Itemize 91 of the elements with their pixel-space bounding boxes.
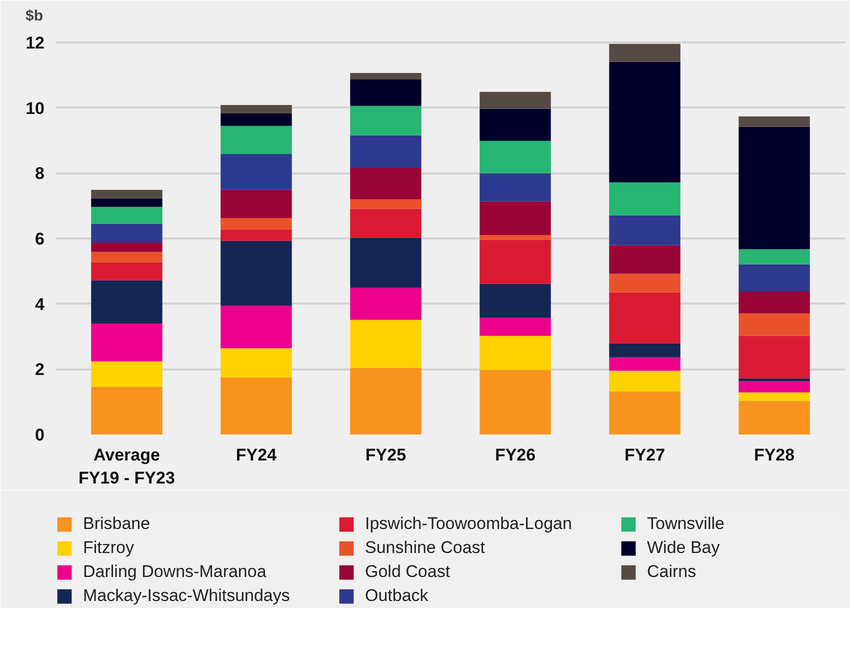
bar — [738, 336, 810, 378]
bar — [480, 108, 551, 141]
y-tick-label: 2 — [35, 360, 45, 380]
y-tick-label: 6 — [35, 230, 45, 249]
bar — [738, 400, 810, 434]
bar — [609, 182, 680, 216]
bar — [350, 135, 422, 168]
bar — [91, 323, 162, 362]
bar — [609, 44, 680, 62]
x-tick-label: FY25 — [365, 446, 406, 464]
bar — [609, 245, 680, 274]
bar — [480, 336, 551, 370]
bar — [91, 190, 162, 198]
y-tick-label: 4 — [35, 294, 46, 314]
bar — [220, 240, 292, 306]
bar — [609, 292, 680, 344]
legend-label: Gold Coast — [365, 562, 452, 582]
bar — [350, 168, 422, 200]
bar — [738, 378, 810, 382]
bar — [609, 391, 680, 434]
bar — [738, 126, 810, 250]
bar — [738, 313, 810, 336]
bar — [350, 368, 422, 434]
bar — [480, 240, 551, 284]
legend-label: Wide Bay — [647, 538, 721, 558]
bar — [220, 190, 292, 218]
bar — [91, 224, 162, 242]
bar — [350, 288, 422, 320]
bar — [480, 173, 551, 202]
bar — [738, 381, 810, 392]
y-tick-label: 12 — [26, 34, 45, 53]
bar — [609, 274, 680, 292]
bar — [91, 262, 162, 280]
x-tick-label: FY26 — [494, 446, 536, 464]
legend-label: Brisbane — [83, 514, 152, 534]
bar — [480, 234, 551, 240]
bar — [91, 252, 162, 262]
bar — [350, 72, 422, 80]
bar — [91, 198, 162, 207]
bar — [609, 62, 680, 182]
bar — [220, 126, 292, 154]
legend-label: Townsville — [647, 514, 726, 534]
legend-label: Sunshine Coast — [365, 538, 486, 558]
bar — [350, 79, 422, 106]
x-tick-label: FY27 — [624, 446, 666, 464]
bar — [480, 201, 551, 235]
bar — [609, 370, 680, 392]
y-tick-label: 8 — [35, 164, 45, 184]
bar — [220, 377, 292, 434]
bar — [738, 392, 810, 401]
bar — [220, 229, 292, 241]
bar — [91, 280, 162, 324]
bar — [480, 370, 551, 434]
bar — [738, 264, 810, 292]
y-tick-label: 10 — [26, 98, 45, 118]
bar — [609, 357, 680, 371]
x-tick-label: FY28 — [754, 446, 795, 464]
bar — [91, 242, 162, 252]
bar — [480, 284, 551, 318]
legend-label: Outback — [365, 586, 430, 606]
bar — [350, 208, 422, 238]
bar — [91, 206, 162, 224]
legend-label: Fitzroy — [83, 538, 135, 558]
bar — [220, 348, 292, 378]
bar — [220, 154, 292, 190]
bar — [350, 238, 422, 288]
bar — [738, 291, 810, 314]
bar — [480, 318, 551, 336]
bar — [350, 106, 422, 136]
y-tick-label: 0 — [35, 426, 45, 444]
y-axis-title: $b — [26, 8, 44, 24]
bar — [738, 249, 810, 264]
legend-label: Ipswich-Toowoomba-Logan — [365, 514, 573, 534]
bar — [480, 140, 551, 174]
legend-label: Mackay-Issac-Whitsundays — [83, 586, 291, 606]
bar — [609, 215, 680, 246]
legend-label: Cairns — [647, 562, 698, 582]
bar — [609, 343, 680, 358]
bar — [350, 199, 422, 209]
legend-label: Darling Downs-Maranoa — [83, 562, 268, 582]
bar — [480, 92, 551, 109]
bar — [350, 320, 422, 368]
bar — [91, 361, 162, 387]
bar — [220, 218, 292, 230]
bar — [220, 113, 292, 126]
bar — [220, 104, 292, 114]
x-tick-label: Average FY19 - FY23 — [78, 446, 175, 488]
bar — [220, 306, 292, 348]
bar — [738, 116, 810, 127]
x-tick-label: FY24 — [236, 446, 278, 464]
bar — [91, 386, 162, 434]
